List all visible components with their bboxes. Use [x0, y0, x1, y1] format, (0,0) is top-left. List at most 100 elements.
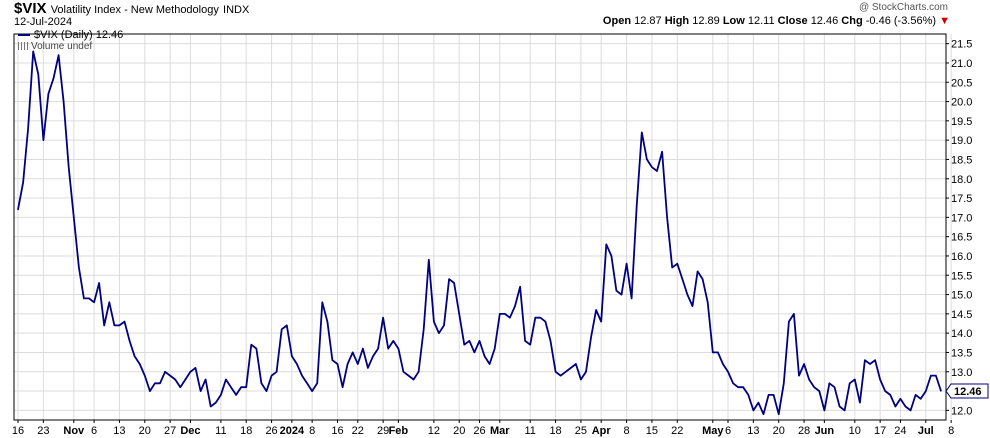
data-point: [894, 405, 896, 408]
legend-series-label: $VIX (Daily) 12.46: [34, 29, 124, 41]
data-point: [844, 409, 846, 411]
y-tick-label: 17.5: [951, 193, 972, 205]
data-point: [920, 398, 922, 400]
data-point: [788, 320, 790, 323]
data-point: [940, 390, 942, 392]
data-point: [849, 382, 851, 384]
x-tick-label: 8: [624, 425, 630, 437]
data-point: [696, 270, 699, 272]
data-point: [93, 301, 95, 303]
x-tick-label: 22: [352, 425, 364, 437]
data-point: [296, 363, 298, 365]
data-point: [402, 371, 405, 373]
data-point: [570, 367, 572, 369]
data-point: [321, 301, 323, 303]
data-point: [387, 347, 389, 350]
data-point: [306, 382, 308, 384]
data-point: [341, 386, 344, 388]
data-point: [742, 386, 744, 388]
data-point: [32, 50, 34, 52]
x-tick-label: Feb: [389, 425, 409, 437]
chart-header: $VIX Volatility Index - New Methodology …: [0, 0, 990, 34]
data-point: [179, 386, 181, 388]
data-point: [463, 344, 465, 346]
y-tick-label: 17.0: [951, 212, 972, 224]
data-point: [42, 139, 44, 141]
data-point: [737, 386, 739, 388]
data-point: [783, 382, 785, 384]
data-point: [367, 367, 369, 369]
data-point: [291, 355, 293, 357]
open-label: Open: [602, 15, 632, 27]
data-point: [250, 344, 252, 346]
data-point: [595, 309, 597, 311]
x-tick-label: 8: [948, 425, 954, 437]
data-point: [671, 266, 673, 269]
data-point: [747, 394, 749, 396]
data-point: [286, 324, 288, 327]
data-point: [833, 386, 836, 388]
data-point: [473, 351, 476, 354]
close-label: Close: [777, 15, 808, 27]
y-tick-label: 21.5: [951, 39, 972, 51]
data-point: [565, 371, 567, 373]
data-point: [260, 382, 263, 384]
y-tick-label: 20.0: [951, 97, 972, 109]
x-tick-label: 20: [139, 425, 151, 437]
series-swatch: [18, 34, 30, 37]
x-tick-label: 15: [646, 425, 658, 437]
legend-series: $VIX (Daily) 12.46: [18, 30, 123, 41]
data-point: [899, 398, 902, 400]
x-tick-label: 23: [37, 425, 49, 437]
data-point: [509, 317, 511, 319]
exchange: INDX: [223, 4, 250, 16]
data-point: [636, 205, 638, 207]
data-point: [519, 286, 521, 288]
data-point: [534, 317, 536, 319]
y-tick-label: 19.0: [951, 135, 972, 147]
volume-bars-icon: [18, 42, 28, 51]
data-point: [57, 54, 60, 56]
data-point: [235, 394, 237, 396]
data-point: [869, 363, 871, 365]
y-tick-label: 15.0: [951, 290, 972, 302]
data-point: [651, 166, 653, 168]
data-point: [245, 386, 247, 388]
data-point: [83, 297, 85, 300]
x-tick-label: Apr: [592, 425, 612, 437]
chart-legend: $VIX (Daily) 12.46 Volume undef: [18, 30, 123, 52]
x-tick-label: 13: [747, 425, 759, 437]
x-tick-label: 8: [309, 425, 315, 437]
data-point: [620, 293, 623, 296]
x-tick-label: 18: [240, 425, 252, 437]
x-tick-label: 26: [265, 425, 277, 437]
data-point: [428, 259, 430, 261]
y-tick-label: 16.0: [951, 251, 972, 263]
data-point: [68, 166, 70, 168]
data-point: [544, 320, 547, 323]
data-point: [184, 378, 186, 381]
x-tick-label: 25: [575, 425, 587, 437]
data-point: [803, 363, 805, 365]
x-tick-label: 6: [725, 425, 731, 437]
data-point: [925, 390, 927, 392]
data-point: [813, 386, 815, 388]
data-point: [762, 413, 765, 415]
data-point: [666, 216, 668, 218]
y-tick-label: 19.5: [951, 116, 972, 128]
data-point: [930, 375, 932, 377]
y-tick-label: 14.0: [951, 328, 972, 340]
data-point: [909, 409, 912, 411]
data-point: [478, 340, 481, 342]
data-point: [554, 371, 557, 373]
data-point: [600, 320, 602, 323]
data-point: [301, 375, 303, 377]
data-point: [823, 409, 825, 411]
data-point: [88, 297, 90, 300]
data-point: [78, 266, 80, 269]
data-point: [443, 324, 445, 327]
data-point: [210, 405, 212, 408]
data-point: [767, 394, 770, 396]
data-point: [276, 371, 278, 373]
data-point: [889, 394, 891, 396]
